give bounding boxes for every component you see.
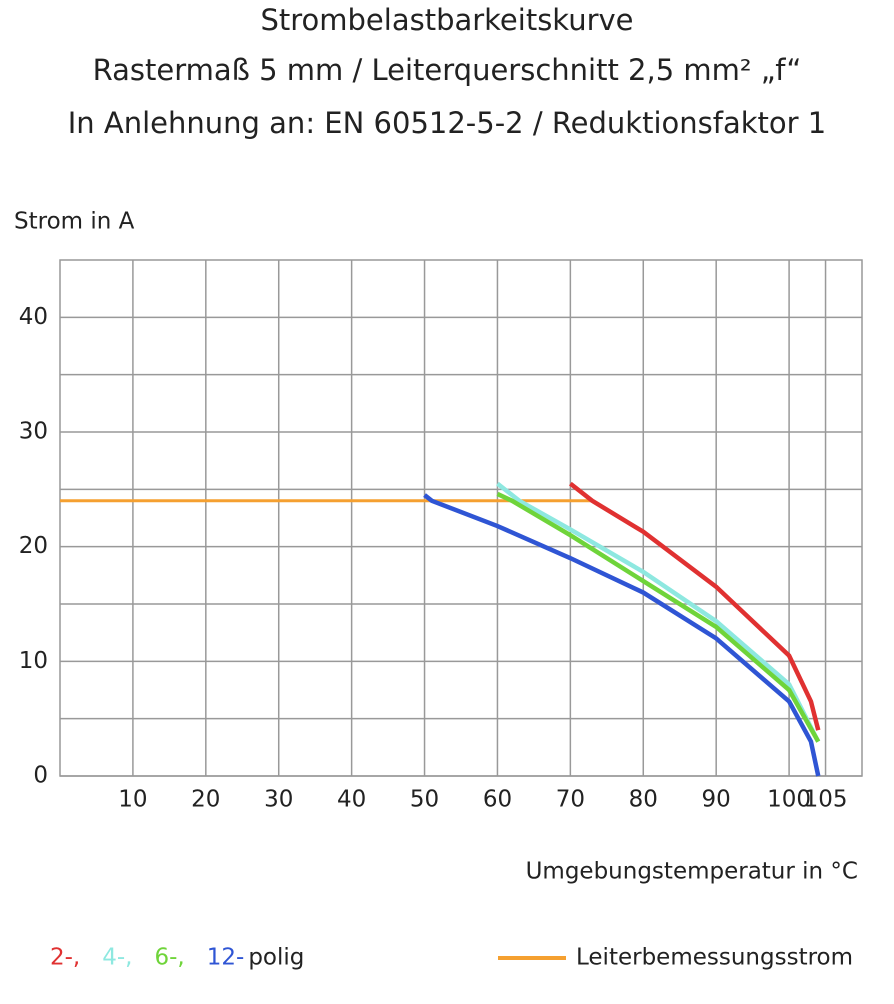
- x-tick-label: 105: [804, 787, 848, 813]
- legend-label: 4-,: [102, 945, 132, 971]
- x-tick-label: 70: [556, 787, 585, 813]
- y-tick-label: 40: [19, 304, 48, 330]
- y-tick-label: 0: [33, 763, 48, 789]
- x-axis-label: Umgebungstemperatur in °C: [526, 859, 858, 885]
- legend-label: polig: [248, 945, 304, 971]
- x-tick-label: 50: [410, 787, 439, 813]
- line: [423, 493, 821, 777]
- x-tick-label: 100: [767, 787, 811, 813]
- x-tick-label: 40: [337, 787, 366, 813]
- y-tick-label: 30: [19, 419, 48, 445]
- chart-subtitle: In Anlehnung an: EN 60512-5-2 / Reduktio…: [68, 106, 827, 140]
- line: [496, 491, 821, 743]
- x-tick-label: 60: [483, 787, 512, 813]
- x-tick-label: 80: [629, 787, 658, 813]
- legend-label: 6-,: [155, 945, 185, 971]
- line: [496, 481, 821, 743]
- plot-area: [59, 259, 863, 777]
- x-tick-label: 20: [191, 787, 220, 813]
- y-axis-label: Strom in A: [14, 209, 135, 235]
- chart-subtitle: Rastermaß 5 mm / Leiterquerschnitt 2,5 m…: [93, 53, 802, 87]
- x-tick-label: 30: [264, 787, 293, 813]
- y-tick-label: 10: [19, 648, 48, 674]
- legend-label: 12-: [207, 945, 245, 971]
- chart-title: Strombelastbarkeitskurve: [260, 3, 633, 37]
- x-tick-label: 10: [118, 787, 147, 813]
- x-tick-label: 90: [702, 787, 731, 813]
- legend-label: 2-,: [50, 945, 80, 971]
- line: [568, 481, 821, 731]
- legend-label: Leiterbemessungsstrom: [576, 945, 853, 971]
- y-tick-label: 20: [19, 533, 48, 559]
